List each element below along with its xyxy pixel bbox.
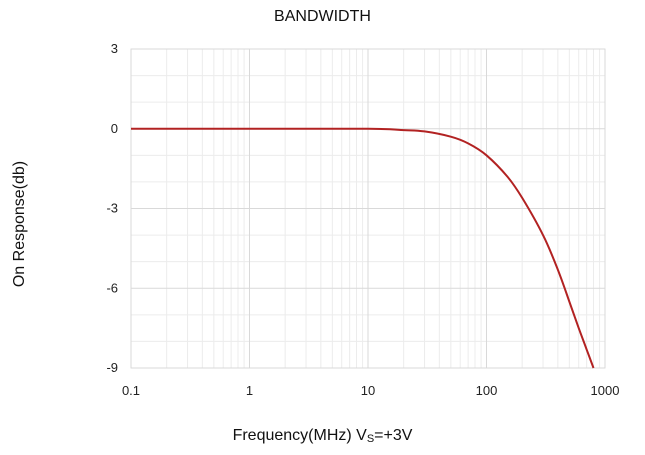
x-axis-label-main: Frequency(MHz) V: [232, 427, 367, 444]
x-tick-label: 1000: [591, 383, 620, 398]
x-tick-labels: 0.1 1 10 100 1000: [122, 383, 620, 398]
x-tick-label: 100: [476, 383, 498, 398]
x-tick-label: 0.1: [122, 383, 140, 398]
x-axis-label: Frequency(MHz) VS=+3V: [0, 427, 645, 445]
y-tick-labels: 3 0 -3 -6 -9: [106, 41, 118, 375]
chart-title: BANDWIDTH: [274, 8, 371, 25]
y-tick-label: -3: [106, 201, 118, 216]
x-tick-label: 10: [361, 383, 375, 398]
y-tick-label: 3: [111, 41, 118, 56]
x-tick-label: 1: [246, 383, 253, 398]
y-tick-label: -9: [106, 360, 118, 375]
response-curve: [131, 127, 595, 369]
x-axis-label-subscript: S: [366, 433, 375, 445]
y-tick-label: -6: [106, 280, 118, 295]
y-tick-label: 0: [111, 121, 118, 136]
x-axis-label-tail: =+3V: [374, 427, 413, 444]
